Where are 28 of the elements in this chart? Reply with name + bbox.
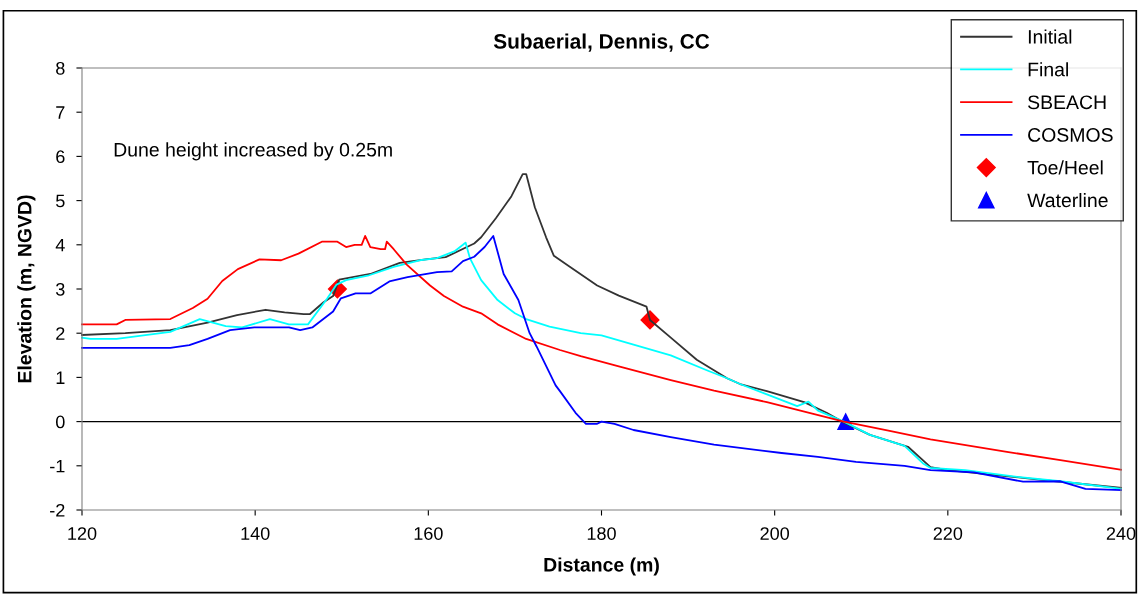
y-tick-label: 0 [56,415,65,429]
legend-label: Initial [1028,29,1072,44]
y-tick-label: 5 [56,194,65,208]
x-tick-label: 200 [760,527,790,540]
y-tick-label: 4 [55,238,65,252]
legend-label: Waterline [1027,192,1108,208]
y-tick-label: 1 [56,371,65,384]
x-tick-label: 220 [933,527,963,540]
y-axis-title: Elevation (m, NGVD) [17,195,36,383]
x-tick-label: 160 [414,527,443,540]
legend-label: Toe/Heel [1027,160,1103,175]
x-tick-label: 120 [68,527,97,540]
x-tick-label: 140 [241,527,270,540]
y-tick-label: 7 [56,106,65,119]
y-tick-label: 6 [56,150,65,164]
legend-label: COSMOS [1028,128,1113,142]
y-tick-label: 3 [55,282,65,296]
chart-title: Subaerial, Dennis, CC [493,33,710,52]
x-axis-title: Distance (m) [544,557,659,576]
y-tick-label: -1 [50,459,65,473]
y-tick-label: -2 [50,503,65,517]
x-tick-label: 180 [587,527,616,540]
legend-label: Final [1028,62,1068,77]
annotation: Dune height increased by 0.25m [114,142,392,161]
legend-label: SBEACH [1028,95,1106,110]
x-tick-label: 240 [1106,527,1136,540]
y-tick-label: 8 [56,61,65,75]
y-tick-label: 2 [56,327,65,340]
